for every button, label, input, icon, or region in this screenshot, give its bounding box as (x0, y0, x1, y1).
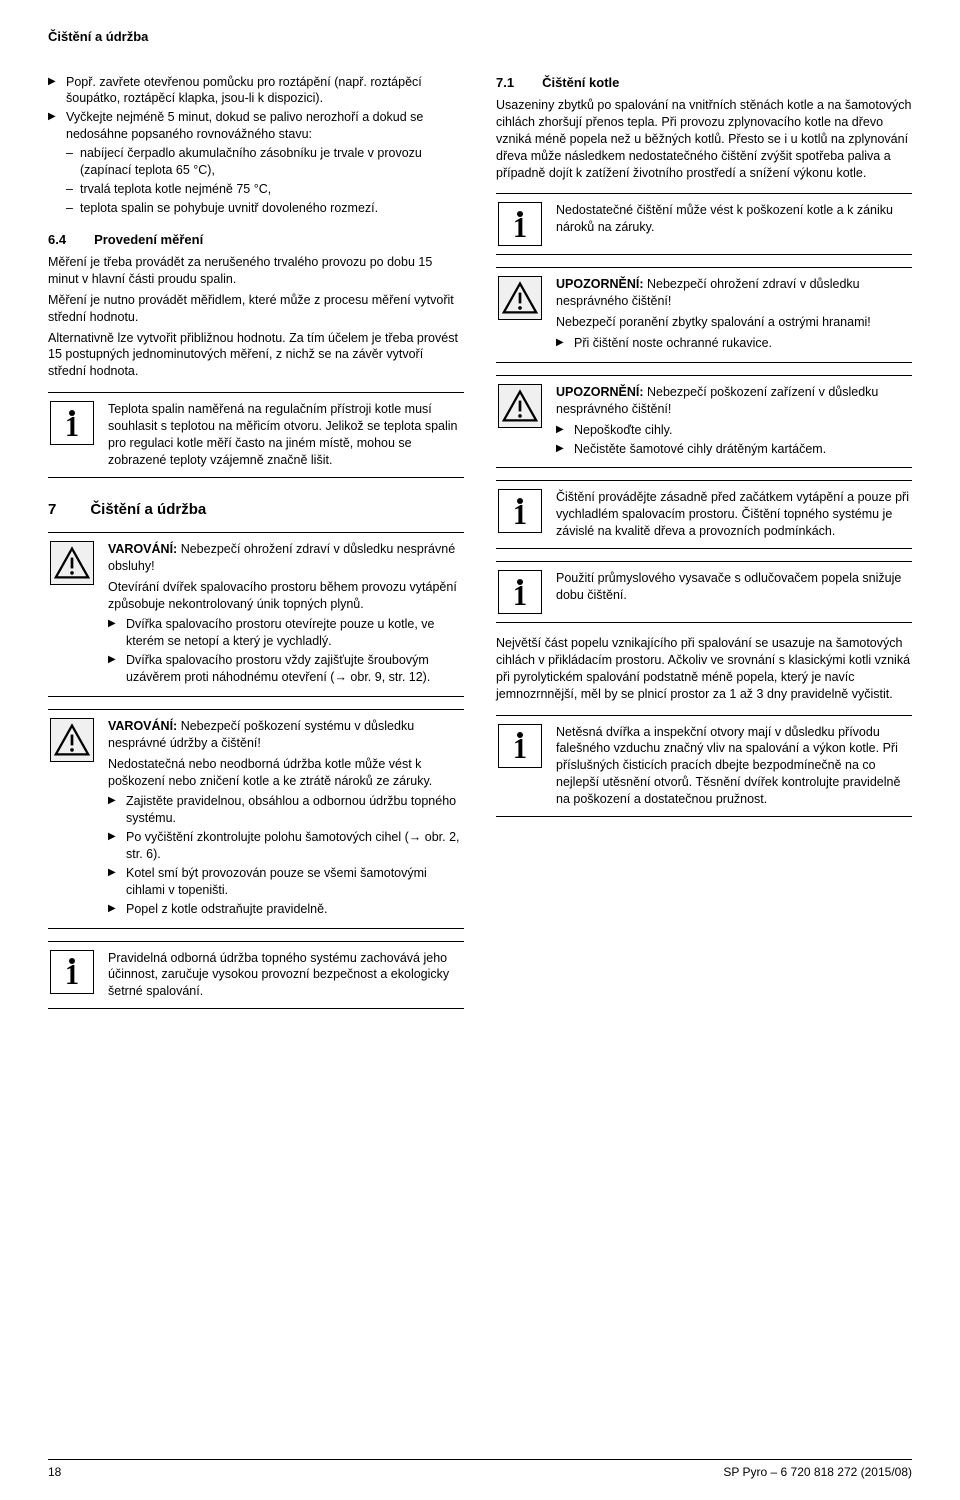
info-text: Použití průmyslového vysavače s odlučova… (556, 570, 910, 614)
warning-body: VAROVÁNÍ: Nebezpečí poškození systému v … (108, 718, 462, 920)
warn-bullet: Po vyčištění zkontrolujte polohu šamotov… (108, 829, 462, 863)
info-callout-r4: 1 Netěsná dvířka a inspekční otvory mají… (496, 715, 912, 817)
info-icon: 1 (50, 401, 94, 445)
section-title: Provedení měření (94, 231, 203, 249)
warning-callout-1: VAROVÁNÍ: Nebezpečí ohrožení zdraví v dů… (48, 532, 464, 697)
info-text: Netěsná dvířka a inspekční otvory mají v… (556, 724, 910, 808)
section-6-4-heading: 6.4 Provedení měření (48, 231, 464, 249)
info-icon: 1 (498, 202, 542, 246)
warn-label: UPOZORNĚNÍ: (556, 385, 647, 399)
warn-bullet: Dvířka spalovacího prostoru vždy zajišťu… (108, 652, 462, 686)
info-text: Čištění provádějte zásadně před začátkem… (556, 489, 910, 540)
warn-bullet: Kotel smí být provozován pouze se všemi … (108, 865, 462, 899)
info-callout-2: 1 Pravidelná odborná údržba topného syst… (48, 941, 464, 1010)
info-callout-r2: 1 Čištění provádějte zásadně před začátk… (496, 480, 912, 549)
info-text: Teplota spalin naměřená na regulačním př… (108, 401, 462, 469)
para-64a: Měření je třeba provádět za nerušeného t… (48, 254, 464, 288)
info-callout-1: 1 Teplota spalin naměřená na regulačním … (48, 392, 464, 478)
section-num: 7.1 (496, 74, 514, 92)
warn-bullet: Popel z kotle odstraňujte pravidelně. (108, 901, 462, 918)
warn-bullet: Při čištění noste ochranné rukavice. (556, 335, 910, 352)
content-columns: Popř. zavřete otevřenou pomůcku pro rozt… (48, 74, 912, 1022)
warn-label: UPOZORNĚNÍ: (556, 277, 647, 291)
warn-label: VAROVÁNÍ: (108, 719, 181, 733)
warning-icon (498, 276, 542, 320)
dash-3: teplota spalin se pohybuje uvnitř dovole… (66, 200, 464, 217)
doc-id: SP Pyro – 6 720 818 272 (2015/08) (723, 1464, 912, 1480)
para-mid: Největší část popelu vznikajícího při sp… (496, 635, 912, 703)
warning-body: UPOZORNĚNÍ: Nebezpečí poškození zařízení… (556, 384, 910, 460)
warning-icon (50, 541, 94, 585)
warning-callout-r2: UPOZORNĚNÍ: Nebezpečí poškození zařízení… (496, 375, 912, 469)
warning-body: VAROVÁNÍ: Nebezpečí ohrožení zdraví v dů… (108, 541, 462, 688)
info-text: Nedostatečné čištění může vést k poškoze… (556, 202, 910, 246)
warn-para: Otevírání dvířek spalovacího prostoru bě… (108, 579, 462, 613)
warning-icon (498, 384, 542, 428)
info-icon: 1 (498, 724, 542, 768)
intro-bullet-1: Popř. zavřete otevřenou pomůcku pro rozt… (48, 74, 464, 108)
section-7-1-heading: 7.1 Čištění kotle (496, 74, 912, 92)
info-icon: 1 (50, 950, 94, 994)
page-number: 18 (48, 1464, 61, 1480)
left-column: Popř. zavřete otevřenou pomůcku pro rozt… (48, 74, 464, 1022)
section-title: Čištění a údržba (90, 500, 206, 520)
section-num: 6.4 (48, 231, 66, 249)
page-footer: 18 SP Pyro – 6 720 818 272 (2015/08) (48, 1459, 912, 1480)
intro-list: Popř. zavřete otevřenou pomůcku pro rozt… (48, 74, 464, 144)
page-header: Čištění a údržba (48, 28, 912, 46)
right-column: 7.1 Čištění kotle Usazeniny zbytků po sp… (496, 74, 912, 1022)
warn-bullet: Dvířka spalovacího prostoru otevírejte p… (108, 616, 462, 650)
warning-body: UPOZORNĚNÍ: Nebezpečí ohrožení zdraví v … (556, 276, 910, 354)
warn-bullet: Zajistěte pravidelnou, obsáhlou a odborn… (108, 793, 462, 827)
warning-callout-r1: UPOZORNĚNÍ: Nebezpečí ohrožení zdraví v … (496, 267, 912, 363)
info-icon: 1 (498, 489, 542, 533)
warn-para: Nebezpečí poranění zbytky spalování a os… (556, 314, 910, 331)
info-callout-r3: 1 Použití průmyslového vysavače s odlučo… (496, 561, 912, 623)
section-num: 7 (48, 500, 56, 520)
warn-label: VAROVÁNÍ: (108, 542, 181, 556)
intro-dash-list: nabíjecí čerpadlo akumulačního zásobníku… (48, 145, 464, 217)
warning-icon (50, 718, 94, 762)
warn-bullet: Nečistěte šamotové cihly drátěným kartáč… (556, 441, 910, 458)
dash-1: nabíjecí čerpadlo akumulačního zásobníku… (66, 145, 464, 179)
section-7-heading: 7 Čištění a údržba (48, 500, 464, 520)
warn-para: Nedostatečná nebo neodborná údržba kotle… (108, 756, 462, 790)
warning-callout-2: VAROVÁNÍ: Nebezpečí poškození systému v … (48, 709, 464, 929)
para-71: Usazeniny zbytků po spalování na vnitřní… (496, 97, 912, 181)
dash-2: trvalá teplota kotle nejméně 75 °C, (66, 181, 464, 198)
info-icon: 1 (498, 570, 542, 614)
info-callout-r1: 1 Nedostatečné čištění může vést k poško… (496, 193, 912, 255)
info-text: Pravidelná odborná údržba topného systém… (108, 950, 462, 1001)
intro-bullet-2: Vyčkejte nejméně 5 minut, dokud se paliv… (48, 109, 464, 143)
para-64c: Alternativně lze vytvořit přibližnou hod… (48, 330, 464, 381)
section-title: Čištění kotle (542, 74, 619, 92)
para-64b: Měření je nutno provádět měřidlem, které… (48, 292, 464, 326)
warn-bullet: Nepoškoďte cihly. (556, 422, 910, 439)
